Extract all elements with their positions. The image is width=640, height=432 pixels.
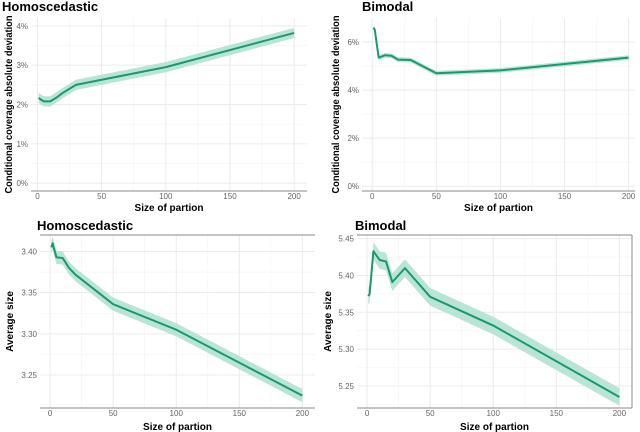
y-tick-label: 3% (16, 61, 28, 70)
series-line (367, 250, 620, 398)
y-tick-label: 5.35 (338, 308, 354, 317)
x-tick-label: 50 (97, 192, 106, 201)
confidence-band (368, 242, 620, 406)
series-line (38, 31, 295, 103)
x-tick-label: 150 (223, 192, 237, 201)
y-tick-label: 4% (16, 22, 28, 31)
panel-2: 0 50 100 150 200 0% 2% 4% 6% Bimodal Size of parti… (331, 0, 636, 214)
y-tick-label: 2% (16, 101, 28, 110)
x-tick-label: 50 (109, 409, 118, 418)
x-tick-label: 0 (365, 409, 370, 418)
x-tick-label: 200 (296, 409, 310, 418)
y-tick-label: 2% (347, 134, 359, 143)
y-axis-label: Average size (5, 291, 16, 352)
x-tick-label: 100 (494, 192, 508, 201)
y-tick-label: 3.40 (21, 247, 37, 256)
panel-1: 0 50 100 150 200 0% 1% 2% 3% 4% Homoscedastic Size … (2, 0, 307, 214)
x-tick-label: 0 (370, 192, 375, 201)
x-tick-label: 50 (426, 409, 435, 418)
y-axis-label: Average size (323, 291, 334, 352)
x-tick-label: 150 (558, 192, 572, 201)
panel-title: Homoscedastic (37, 218, 133, 233)
x-tick-label: 100 (487, 409, 501, 418)
y-tick-label: 5.40 (338, 271, 354, 280)
y-tick-label: 3.25 (21, 371, 37, 380)
y-tick-label: 5.25 (338, 382, 354, 391)
x-tick-label: 0 (35, 192, 40, 201)
x-tick-label: 100 (170, 409, 184, 418)
x-axis-label: Size of partion (460, 422, 529, 432)
panel-3: 0 50 100 150 200 3.25 3.30 3.35 3.40 Homoscedasti… (5, 218, 315, 432)
series-line (50, 242, 303, 397)
confidence-band (373, 25, 629, 76)
x-tick-label: 100 (159, 192, 173, 201)
x-axis-label: Size of partion (464, 203, 533, 214)
panel-title: Bimodal (362, 0, 413, 14)
panel-title: Homoscedastic (2, 0, 98, 14)
x-tick-label: 50 (432, 192, 441, 201)
panel-title: Bimodal (355, 218, 406, 233)
y-tick-label: 3.30 (21, 330, 37, 339)
x-tick-label: 0 (48, 409, 53, 418)
x-tick-label: 150 (233, 409, 247, 418)
x-tick-label: 200 (613, 409, 627, 418)
y-tick-label: 3.35 (21, 289, 37, 298)
x-tick-label: 150 (550, 409, 564, 418)
confidence-band (51, 236, 303, 403)
x-axis-label: Size of partion (135, 203, 204, 214)
x-axis-label: Size of partion (143, 422, 212, 432)
y-tick-label: 0% (347, 182, 359, 191)
x-tick-label: 200 (287, 192, 301, 201)
y-axis-label: Conditional coverage absolute deviation (331, 16, 342, 194)
y-tick-label: 5.30 (338, 345, 354, 354)
y-tick-label: 1% (16, 140, 28, 149)
series-line (372, 27, 629, 75)
x-tick-label: 200 (622, 192, 636, 201)
y-tick-label: 4% (347, 86, 359, 95)
y-tick-label: 5.45 (338, 235, 354, 244)
y-tick-label: 6% (347, 38, 359, 47)
y-axis-label: Conditional coverage absolute deviation (4, 16, 15, 194)
y-tick-label: 0% (16, 179, 28, 188)
